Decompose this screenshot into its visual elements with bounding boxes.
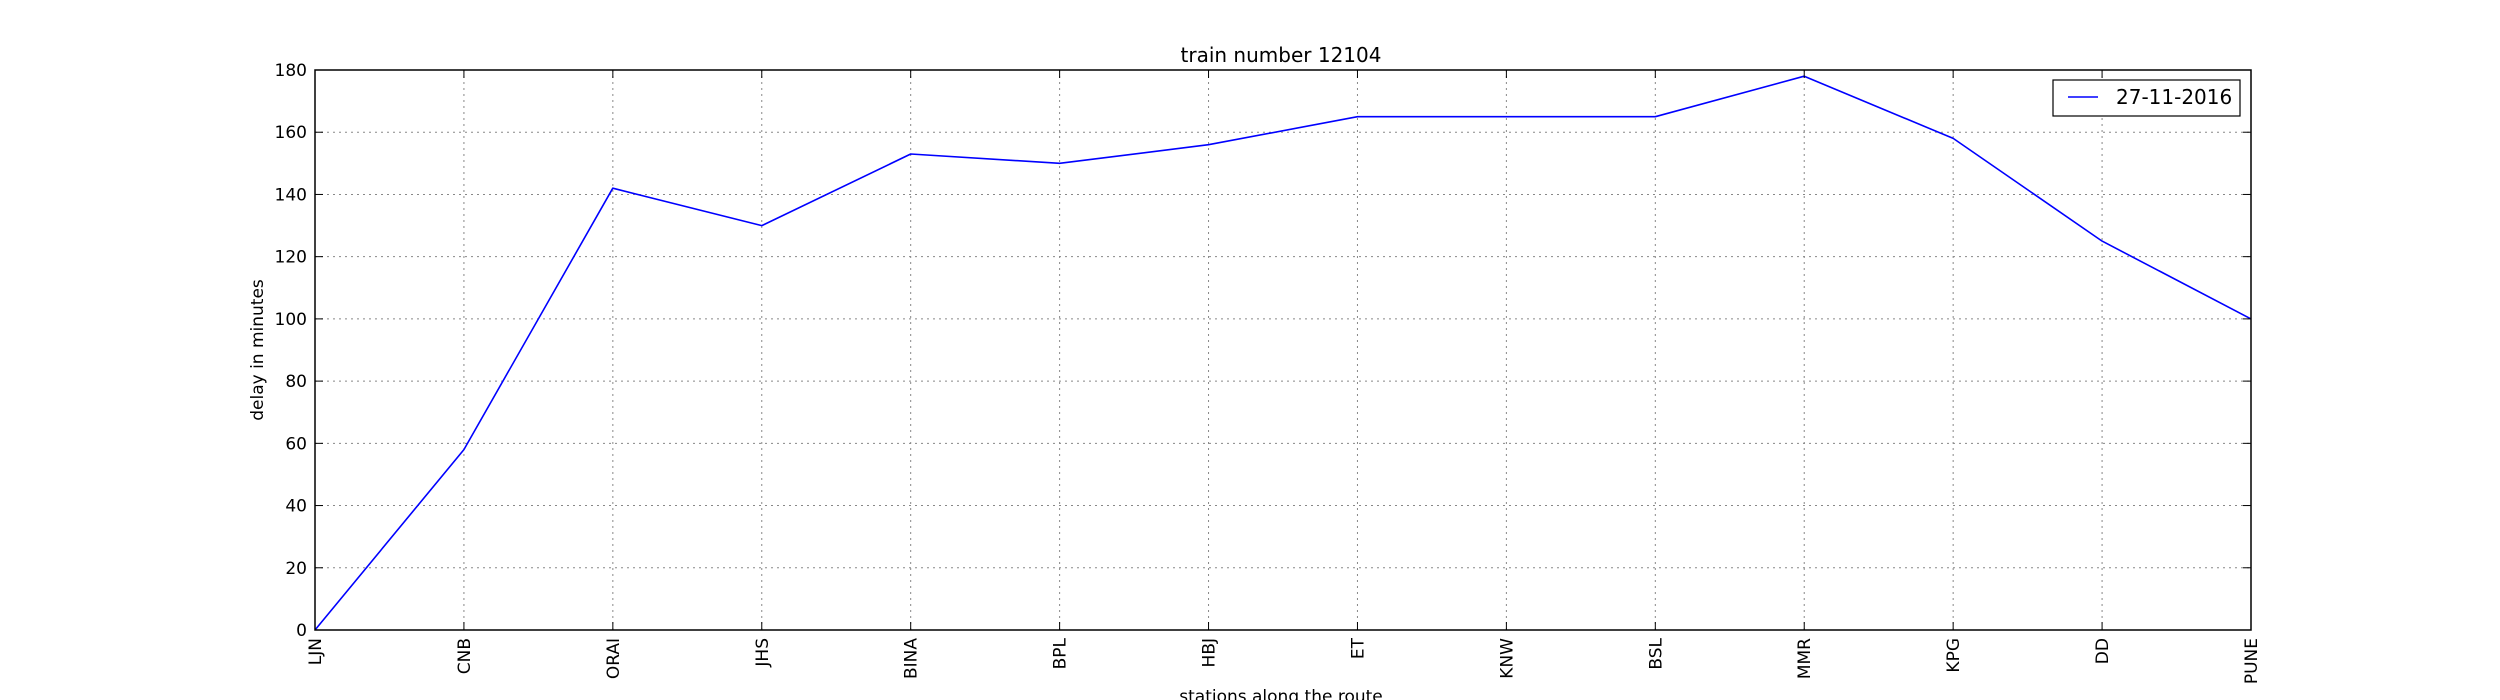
y-tick-label: 20	[285, 559, 307, 579]
x-tick-label: HBJ	[1200, 638, 1220, 667]
x-tick-label: BSL	[1646, 637, 1666, 669]
y-axis: 0 20 40 60 80 100 120 140 160 180	[275, 61, 2251, 641]
x-tick-label: ORAI	[604, 638, 624, 679]
y-tick-label: 80	[285, 372, 307, 392]
y-tick-label: 160	[275, 123, 307, 143]
legend-label: 27-11-2016	[2116, 85, 2232, 109]
y-tick-label: 180	[275, 61, 307, 81]
x-tick-label: PUNE	[2242, 638, 2262, 684]
legend: 27-11-2016	[2052, 79, 2241, 117]
y-tick-label: 40	[285, 497, 307, 517]
series-layer	[314, 75, 2252, 631]
x-tick-label: BPL	[1051, 637, 1071, 669]
x-tick-label: CNB	[455, 638, 475, 674]
x-tick-label: ET	[1348, 637, 1368, 659]
x-tick-label: DD	[2093, 638, 2113, 664]
x-axis: LJN CNB ORAI JHS BINA BPL HBJ ET KNW BSL MMR KPG DD P…	[306, 70, 2262, 684]
x-tick-label: LJN	[306, 638, 326, 665]
y-tick-label: 100	[275, 310, 307, 330]
x-tick-label: KNW	[1497, 638, 1517, 679]
y-axis-label: delay in minutes	[248, 279, 268, 421]
chart-title: train number 12104	[1181, 43, 1382, 67]
x-tick-label: BINA	[902, 638, 922, 679]
x-axis-label: stations along the route	[1179, 687, 1383, 700]
y-tick-label: 0	[296, 621, 307, 641]
grid-lines	[315, 70, 2251, 630]
series-line	[314, 75, 2252, 631]
y-tick-label: 120	[275, 248, 307, 268]
x-tick-label: JHS	[753, 638, 773, 668]
y-tick-label: 140	[275, 185, 307, 205]
legend-box	[2052, 79, 2241, 117]
x-tick-label: KPG	[1944, 638, 1964, 673]
x-tick-label: MMR	[1795, 638, 1815, 679]
y-tick-label: 60	[285, 434, 307, 454]
plot-frame	[314, 69, 2252, 631]
